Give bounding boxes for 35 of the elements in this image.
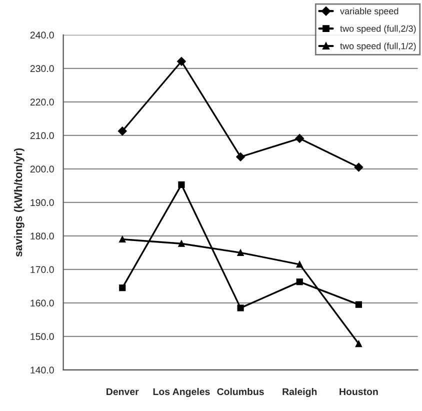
x-tick-label: Columbus bbox=[217, 388, 264, 396]
y-tick-label: 190.0 bbox=[30, 199, 54, 206]
y-tick-label: 200.0 bbox=[30, 166, 54, 173]
y-tick-label: 170.0 bbox=[30, 266, 54, 274]
point bbox=[355, 301, 362, 308]
x-tick-label: Denver bbox=[106, 388, 139, 396]
point bbox=[295, 134, 304, 143]
point bbox=[178, 240, 185, 247]
legend-label: two speed (full,2/3) bbox=[340, 25, 416, 34]
point bbox=[118, 126, 127, 136]
x-tick-label: Raleigh bbox=[282, 388, 317, 398]
point bbox=[236, 152, 245, 162]
x-tick-label: Houston bbox=[340, 388, 378, 396]
point bbox=[355, 340, 362, 348]
point bbox=[119, 236, 126, 243]
legend-label: two speed (full,1/2) bbox=[340, 42, 416, 52]
y-tick-label: 160.0 bbox=[30, 300, 54, 307]
y-tick-label: 230.0 bbox=[30, 65, 54, 72]
point bbox=[354, 162, 364, 172]
y-tick-label: 210.0 bbox=[30, 132, 54, 140]
y-tick-label: 240.0 bbox=[30, 32, 54, 39]
point bbox=[237, 304, 244, 312]
point bbox=[177, 56, 186, 66]
y-tick-label: 140.0 bbox=[30, 366, 54, 374]
x-tick-label: Los Angeles bbox=[153, 388, 210, 398]
y-axis-title: savings (kWh/ton/yr) bbox=[14, 148, 24, 257]
point bbox=[237, 249, 244, 256]
y-tick-label: 220.0 bbox=[30, 98, 54, 106]
point bbox=[178, 181, 185, 188]
y-tick-label: 180.0 bbox=[30, 232, 54, 240]
y-tick-label: 150.0 bbox=[30, 333, 54, 340]
point bbox=[296, 261, 303, 268]
point bbox=[119, 284, 126, 292]
point bbox=[296, 278, 303, 286]
legend-label: variable speed bbox=[340, 8, 398, 16]
